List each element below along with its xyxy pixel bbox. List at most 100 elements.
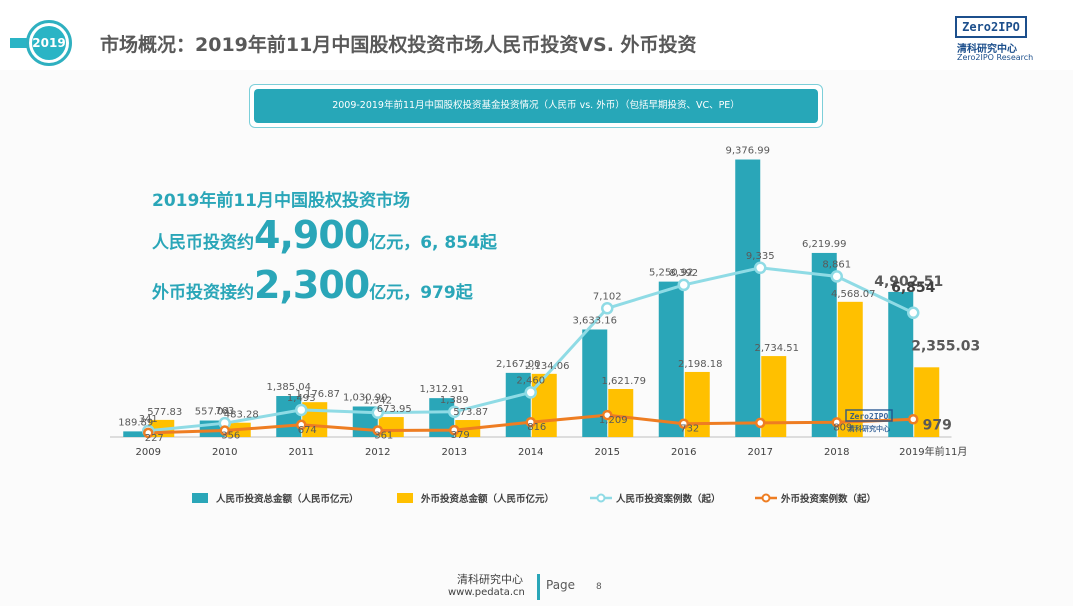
rmb-amount-bar <box>123 431 149 437</box>
chart-title-banner: 2009-2019年前11月中国股权投资基金投资情况（人民币 vs. 外币）（包… <box>249 84 823 128</box>
fx-deals-point <box>296 419 307 431</box>
fx-deals-label: 356 <box>221 431 240 442</box>
fx-deals-label: 379 <box>451 430 470 441</box>
logo-name-cn: 清科研究中心 <box>957 44 1017 55</box>
fx-deals-point <box>908 414 919 425</box>
rmb-amount-label: 1,030.90 <box>343 392 388 403</box>
watermark-name: 清科研究中心 <box>848 424 890 433</box>
x-tick-label: 2014 <box>518 447 543 458</box>
rmb-amount-label: 1,312.91 <box>419 384 464 395</box>
rmb-deals-point <box>524 386 537 399</box>
fx-deals-point <box>678 418 689 429</box>
rmb-deals-label: 8,392 <box>669 268 698 279</box>
fx-deals-point <box>219 425 230 436</box>
header <box>0 0 1073 70</box>
legend-swatch <box>397 493 413 503</box>
x-tick-label: 2019年前11月 <box>899 445 967 458</box>
rmb-amount-label: 557.04 <box>195 407 230 418</box>
fx-deals-point <box>449 424 460 436</box>
fx-amount-label: 2,734.51 <box>754 343 799 354</box>
chart-watermark-logo: Zero2IPO 清科研究中心 <box>845 409 893 433</box>
fx-amount-label: 673.95 <box>377 404 412 415</box>
rmb-deals-label: 763 <box>215 406 234 417</box>
rmb-amount-label: 4,902.51 <box>874 274 943 290</box>
rmb-deals-label: 7,102 <box>593 291 622 302</box>
x-tick-label: 2018 <box>824 447 849 458</box>
legend-marker <box>596 493 606 503</box>
x-tick-label: 2011 <box>289 447 314 458</box>
fx-amount-label: 1,176.87 <box>295 389 340 400</box>
fx-amount-label: 577.83 <box>147 407 182 418</box>
rmb-amount-bar <box>658 281 684 437</box>
legend-label: 外币投资案例数（起） <box>780 493 876 505</box>
rmb-deals-label: 341 <box>139 414 158 425</box>
rmb-amount-bar <box>582 329 608 437</box>
rmb-amount-label: 1,385.04 <box>266 382 311 393</box>
rmb-deals-label: 1,342 <box>363 396 392 407</box>
fx-amount-bar <box>378 417 404 437</box>
fx-deals-label: 1,209 <box>599 415 628 426</box>
rmb-amount-label: 5,250.92 <box>649 268 694 279</box>
legend-swatch <box>192 493 208 503</box>
legend-label: 人民币投资案例数（起） <box>616 493 721 505</box>
fx-amount-label: 2,355.03 <box>911 338 980 354</box>
rmb-deals-point <box>907 306 920 320</box>
fx-deals-point <box>831 417 842 428</box>
rmb-amount-label: 6,219.99 <box>802 239 847 250</box>
fx-deals-point <box>602 409 613 421</box>
rmb-deals-point <box>295 403 308 417</box>
x-tick-label: 2009 <box>136 447 161 458</box>
fx-amount-label: 4,568.07 <box>831 289 876 300</box>
rmb-amount-label: 3,633.16 <box>572 315 617 326</box>
callout-rmb-prefix: 人民币投资约 <box>152 233 254 253</box>
rmb-deals-label: 2,460 <box>516 375 545 386</box>
fx-deals-point <box>525 416 536 428</box>
rmb-deals-point <box>754 261 767 275</box>
x-tick-label: 2013 <box>442 447 467 458</box>
fx-amount-bar <box>914 367 940 437</box>
x-tick-label: 2017 <box>748 447 773 458</box>
footer-divider <box>537 574 540 600</box>
x-tick-label: 2010 <box>212 447 237 458</box>
fx-amount-bar <box>837 301 863 437</box>
badge-year: 2019 <box>32 26 66 60</box>
footer-url: www.pedata.cn <box>448 587 525 598</box>
fx-amount-bar <box>608 389 634 437</box>
rmb-deals-point <box>677 278 690 292</box>
rmb-amount-bar <box>276 396 302 437</box>
rmb-amount-label: 9,376.99 <box>725 146 770 157</box>
zero2ipo-logo: Zero2IPO 清科研究中心 Zero2IPO Research <box>955 16 1035 66</box>
rmb-deals-point <box>601 302 614 315</box>
fx-amount-label: 483.28 <box>224 410 259 421</box>
rmb-deals-point <box>830 270 843 283</box>
fx-deals-point <box>143 427 154 439</box>
legend-marker <box>761 493 771 503</box>
fx-deals-label: 816 <box>527 422 546 433</box>
callout-fx: 外币投资接约2,300亿元，979起 <box>152 263 473 307</box>
year-badge: 2019 <box>10 20 78 70</box>
rmb-amount-bar <box>811 252 837 437</box>
rmb-deals-label: 9,335 <box>746 251 775 262</box>
fx-deals-point <box>755 417 766 429</box>
badge-tail <box>10 38 30 48</box>
fx-amount-label: 573.87 <box>453 407 488 418</box>
footer-page-label: Page <box>546 578 576 592</box>
callout-rmb: 人民币投资约4,900亿元，6, 854起 <box>152 213 497 257</box>
fx-deals-label: 674 <box>298 425 317 436</box>
rmb-deals-label: 8,861 <box>822 259 851 270</box>
fx-amount-bar <box>531 373 557 437</box>
x-tick-label: 2015 <box>595 447 620 458</box>
rmb-deals-label: 6,854 <box>891 280 936 296</box>
rmb-amount-bar <box>505 372 531 437</box>
legend-label: 外币投资总金额（人民币亿元） <box>420 493 554 505</box>
callout-rmb-amount: 4,900 <box>254 213 370 257</box>
footer-org: 清科研究中心 <box>457 573 523 586</box>
rmb-deals-point <box>448 405 461 419</box>
x-tick-label: 2016 <box>671 447 696 458</box>
callout-fx-prefix: 外币投资接约 <box>152 283 254 303</box>
fx-deals-label: 809 <box>833 422 852 433</box>
callout-heading: 2019年前11月中国股权投资市场 <box>152 191 410 211</box>
fx-deals-label: 979 <box>923 417 952 433</box>
fx-amount-label: 1,621.79 <box>601 376 646 387</box>
rmb-deals-point <box>371 406 384 419</box>
